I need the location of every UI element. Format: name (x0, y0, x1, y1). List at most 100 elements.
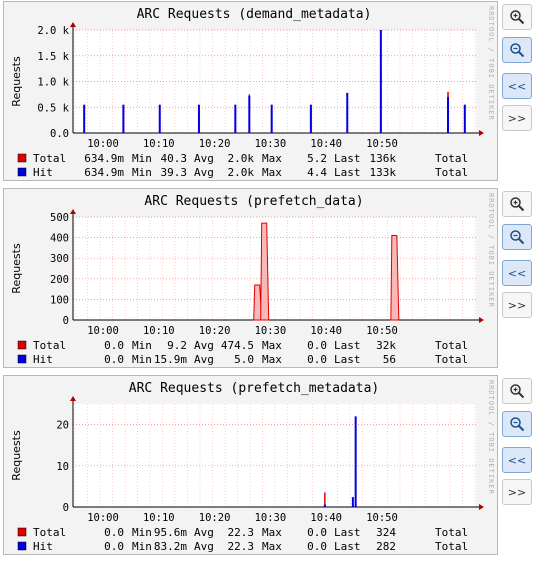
legend-text: 9.2 (167, 339, 187, 352)
legend-text: Total (435, 540, 468, 553)
legend-swatch (17, 527, 27, 537)
legend-text: Last (334, 152, 361, 165)
legend-text: Min (132, 353, 152, 366)
legend-swatch (17, 354, 27, 364)
legend-swatch (17, 340, 27, 350)
y-tick-label: 400 (50, 233, 69, 245)
legend-text: 2.0k (228, 166, 255, 179)
legend-text: Last (334, 353, 361, 366)
next-period-label: >> (507, 298, 527, 312)
previous-period-label: << (507, 79, 527, 93)
zoom-in-icon (510, 197, 525, 212)
legend-text: Last (334, 339, 361, 352)
legend-text: 136k (370, 152, 397, 165)
legend-text: Avg (194, 526, 214, 539)
legend-text: 0.0 (307, 526, 327, 539)
legend-text: 39.3 (161, 166, 188, 179)
legend-text: Avg (194, 540, 214, 553)
legend-text: 634.9m (84, 152, 124, 165)
legend-text: 282 (376, 540, 396, 553)
legend-text: 0.0 (307, 339, 327, 352)
previous-period-label: << (507, 266, 527, 280)
legend-text: Last (334, 166, 361, 179)
zoom-in-button[interactable] (502, 4, 532, 30)
chart-title: ARC Requests (demand_metadata) (137, 7, 372, 22)
legend-swatch (17, 153, 27, 163)
legend-text: Avg (194, 353, 214, 366)
previous-period-button[interactable]: << (502, 260, 532, 286)
zoom-out-button[interactable] (502, 224, 532, 250)
next-period-button[interactable]: >> (502, 292, 532, 318)
y-axis-arrow (70, 209, 76, 214)
y-tick-label: 10 (56, 461, 69, 473)
legend-text: 474.5 (221, 339, 254, 352)
zoom-out-icon (510, 417, 525, 432)
legend-text: Min (132, 339, 152, 352)
zoom-in-icon (510, 10, 525, 25)
legend-text: Last (334, 540, 361, 553)
zoom-out-icon (510, 43, 525, 58)
legend-text: Avg (194, 166, 214, 179)
series-total-spike (253, 284, 263, 321)
legend-text: Max (262, 526, 282, 539)
legend-text: 2.0k (228, 152, 255, 165)
plot-area (73, 217, 476, 320)
legend-text: 40.3 (161, 152, 188, 165)
legend-text: Max (262, 540, 282, 553)
x-tick-label: 10:40 (310, 512, 342, 524)
x-tick-label: 10:10 (143, 325, 175, 337)
previous-period-button[interactable]: << (502, 73, 532, 99)
legend-text: Total (435, 166, 468, 179)
legend-text: 0.0 (104, 353, 124, 366)
chart-title: ARC Requests (prefetch_metadata) (129, 381, 379, 396)
y-axis-arrow (70, 396, 76, 401)
y-tick-label: 0 (63, 315, 69, 327)
rrdtool-watermark: RRDTOOL / TOBI OETIKER (487, 193, 495, 308)
zoom-out-button[interactable] (502, 37, 532, 63)
graph-panel-prefetch-metadata: ARC Requests (prefetch_metadata) Requests… (3, 375, 498, 555)
x-axis-arrow (479, 130, 484, 136)
x-tick-label: 10:30 (255, 512, 287, 524)
legend-text: Total (33, 152, 66, 165)
rrdtool-watermark: RRDTOOL / TOBI OETIKER (487, 380, 495, 495)
plot-area (73, 404, 476, 507)
chart-prefetch-metadata: ARC Requests (prefetch_metadata) Requests… (10, 381, 484, 553)
legend-text: Min (132, 540, 152, 553)
legend-text: 4.4 (307, 166, 327, 179)
x-tick-label: 10:20 (199, 138, 231, 150)
y-axis-label: Requests (10, 430, 23, 481)
x-tick-label: 10:10 (143, 512, 175, 524)
x-axis-arrow (479, 317, 484, 323)
x-tick-label: 10:20 (199, 512, 231, 524)
previous-period-button[interactable]: << (502, 447, 532, 473)
series-total-spike (390, 235, 400, 321)
chart-prefetch-data: ARC Requests (prefetch_data) Requests 0 100… (10, 194, 484, 366)
legend-text: Max (262, 152, 282, 165)
next-period-button[interactable]: >> (502, 479, 532, 505)
legend-text: 83.2m (154, 540, 187, 553)
zoom-out-button[interactable] (502, 411, 532, 437)
zoom-in-button[interactable] (502, 378, 532, 404)
legend-text: 0.0 (104, 540, 124, 553)
legend-text: Hit (33, 166, 53, 179)
legend-text: Avg (194, 152, 214, 165)
zoom-in-button[interactable] (502, 191, 532, 217)
x-tick-label: 10:00 (87, 512, 119, 524)
legend-text: 22.3 (228, 526, 255, 539)
legend-text: 5.0 (234, 353, 254, 366)
y-tick-label: 20 (56, 420, 69, 432)
next-period-button[interactable]: >> (502, 105, 532, 131)
graph-panel-prefetch-data: ARC Requests (prefetch_data) Requests 0 100… (3, 188, 498, 368)
legend-swatch (17, 167, 27, 177)
x-tick-label: 10:40 (310, 138, 342, 150)
legend-text: Min (132, 152, 152, 165)
legend-text: 5.2 (307, 152, 327, 165)
y-axis-label: Requests (10, 243, 23, 294)
x-tick-label: 10:50 (366, 512, 398, 524)
legend-text: Max (262, 339, 282, 352)
chart-demand-metadata: ARC Requests (demand_metadata) Requests 0.… (10, 7, 484, 179)
y-tick-label: 100 (50, 294, 69, 306)
graph-panel-demand-metadata: ARC Requests (demand_metadata) Requests 0.… (3, 1, 498, 181)
y-axis-label: Requests (10, 56, 23, 107)
y-tick-label: 1.0 k (37, 77, 69, 89)
